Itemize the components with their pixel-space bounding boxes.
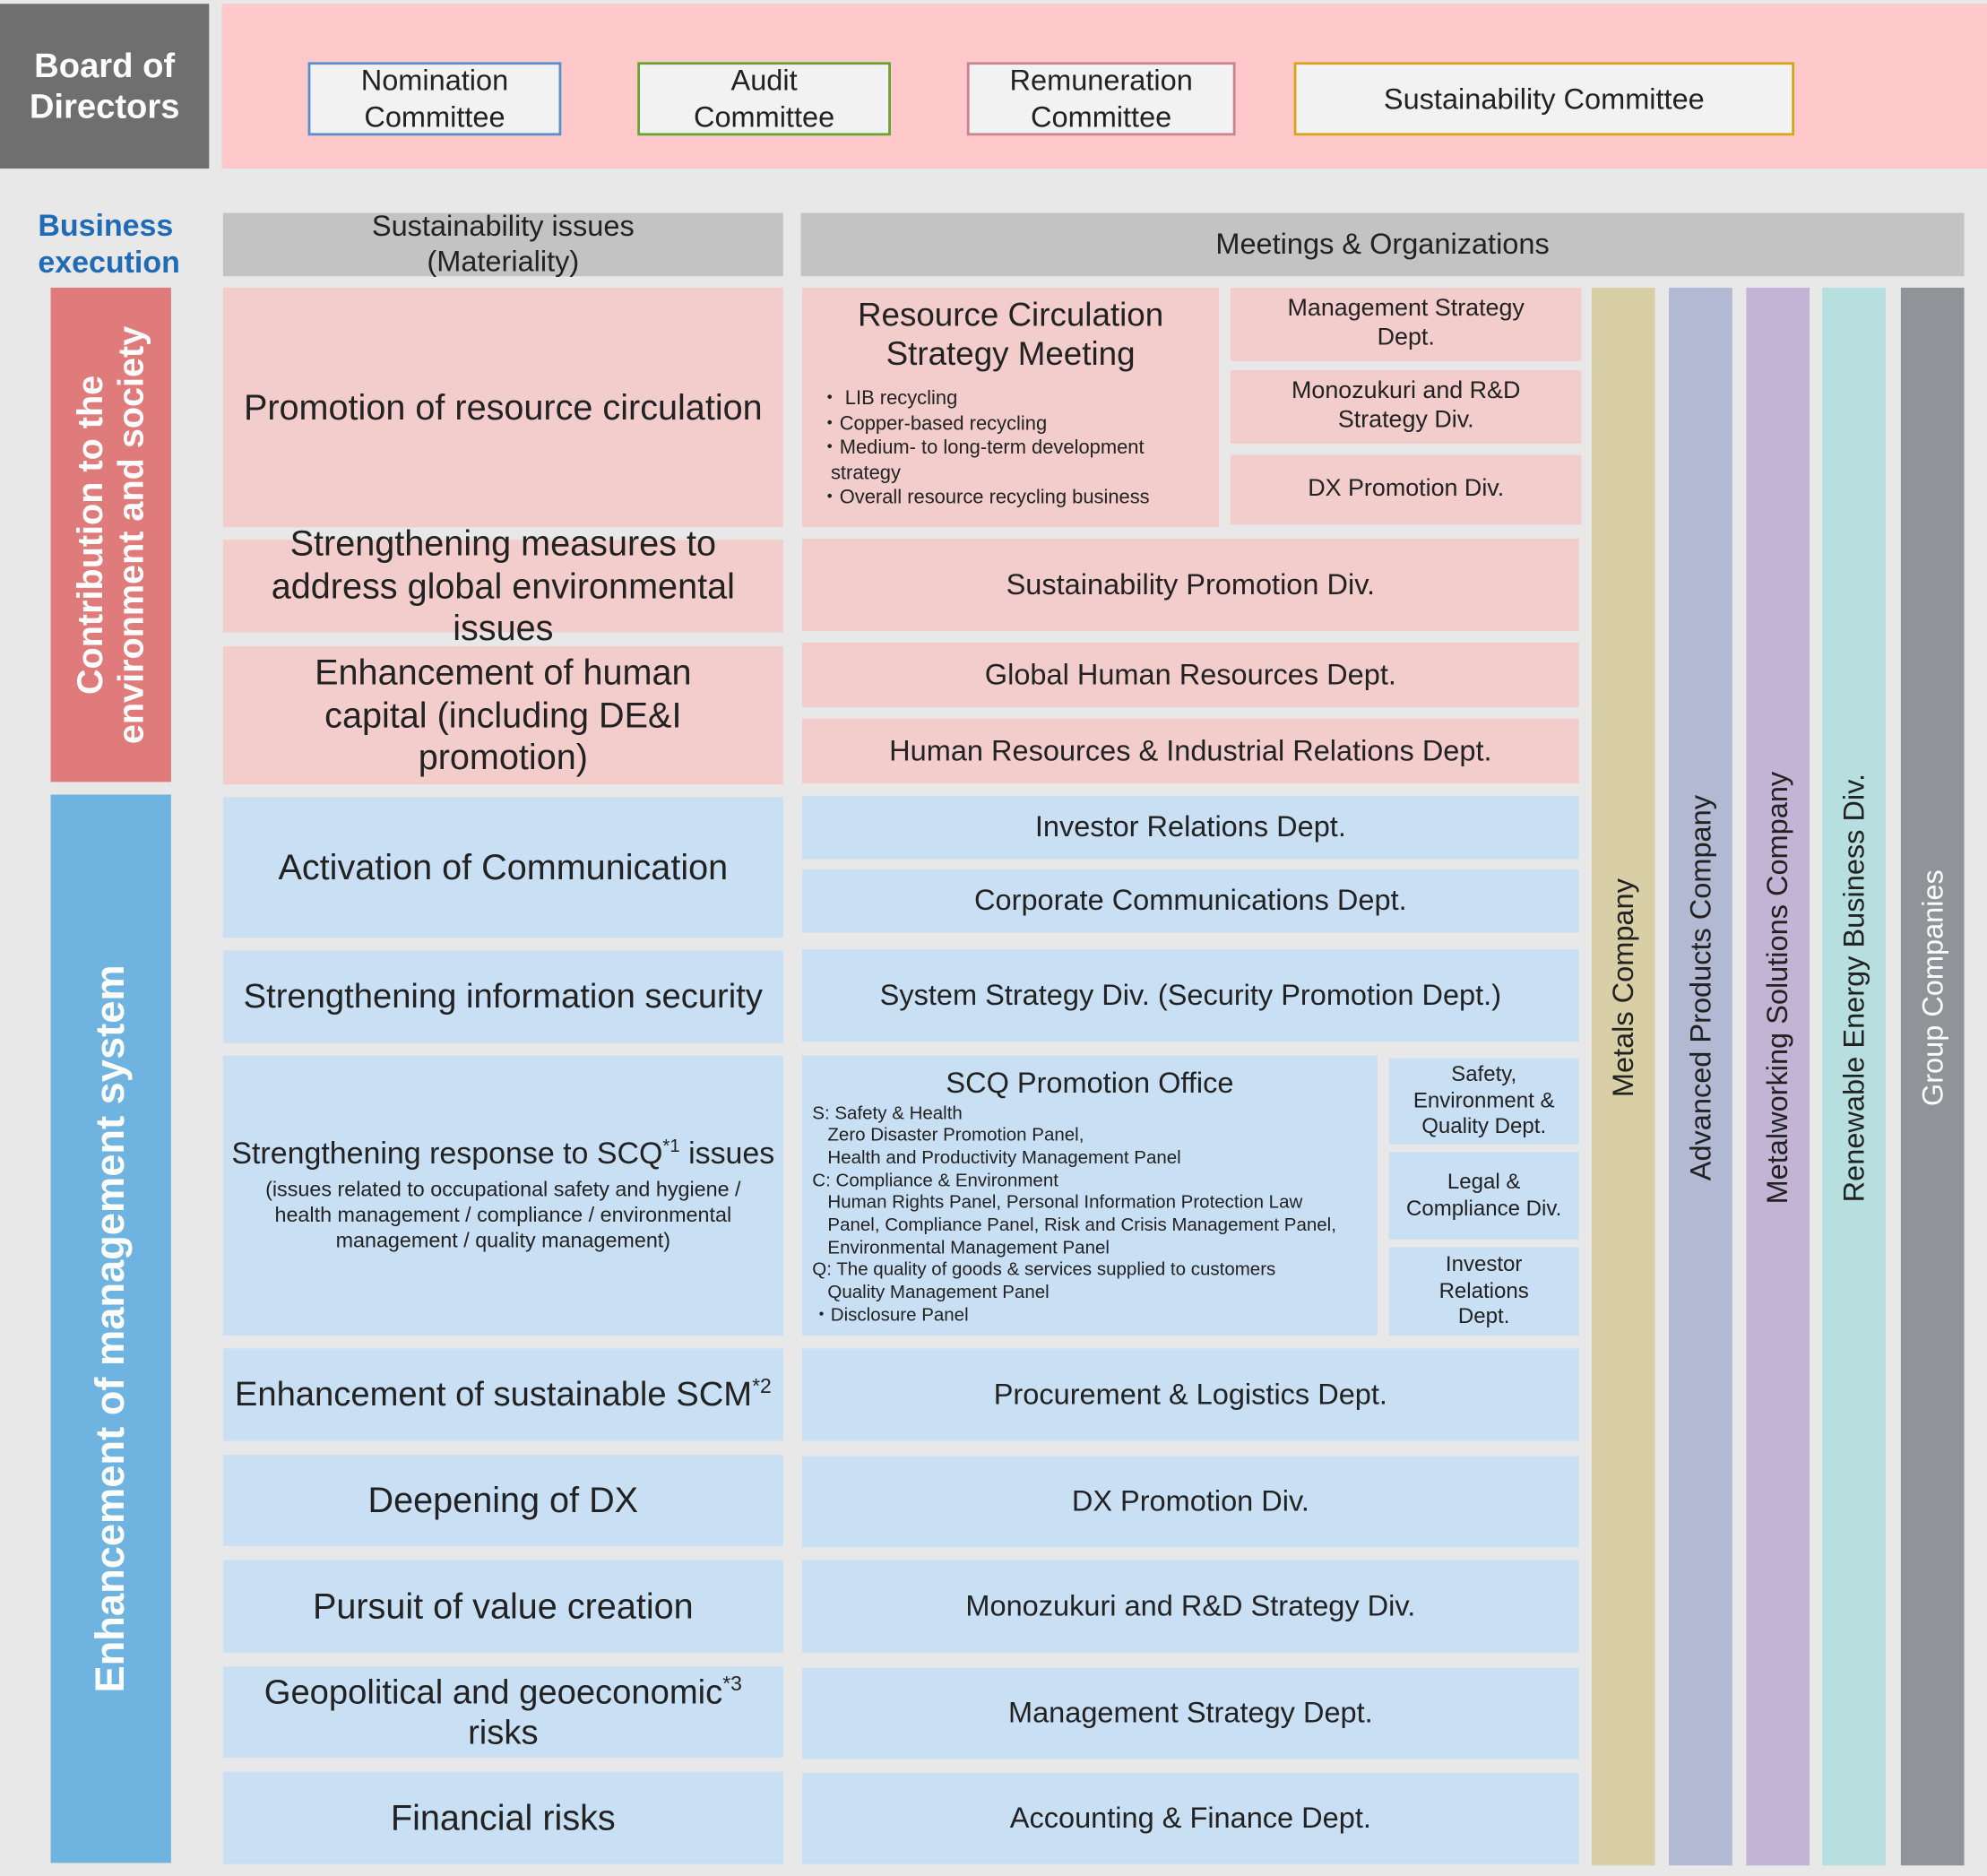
remuneration-committee: Remuneration Committee xyxy=(966,62,1236,136)
org-legal-compliance: Legal & Compliance Div. xyxy=(1388,1152,1579,1240)
org-procurement-logistics: Procurement & Logistics Dept. xyxy=(801,1348,1579,1441)
sustainability-committee: Sustainability Committee xyxy=(1293,62,1795,136)
board-of-directors: Board of Directors xyxy=(0,4,210,169)
org-system-strategy: System Strategy Div. (Security Promotion… xyxy=(801,949,1579,1042)
management-category-bar: Enhancement of management system xyxy=(50,794,171,1863)
org-investor-relations-scq: Investor Relations Dept. xyxy=(1388,1247,1579,1336)
issue-value-creation: Pursuit of value creation xyxy=(222,1560,783,1653)
org-investor-relations: Investor Relations Dept. xyxy=(801,795,1579,860)
org-dx-promotion-div: DX Promotion Div. xyxy=(1230,454,1582,525)
company-advanced-products: Advanced Products Company xyxy=(1669,287,1732,1866)
issue-communication: Activation of Communication xyxy=(222,797,783,938)
scq-promotion-office: SCQ Promotion Office S: Safety & Health … xyxy=(801,1055,1378,1336)
materiality-header: Sustainability issues (Materiality) xyxy=(222,210,783,278)
org-monozukuri-rd: Monozukuri and R&D Strategy Div. xyxy=(801,1560,1579,1653)
org-sustainability-promotion: Sustainability Promotion Div. xyxy=(801,538,1579,632)
audit-committee: Audit Committee xyxy=(637,62,891,136)
org-corporate-communications: Corporate Communications Dept. xyxy=(801,869,1579,933)
org-safety-environment-quality: Safety, Environment & Quality Dept. xyxy=(1388,1058,1579,1145)
org-monozukuri-div: Monozukuri and R&D Strategy Div. xyxy=(1230,369,1582,444)
issue-sustainable-scm: Enhancement of sustainable SCM*2 xyxy=(222,1348,783,1441)
issue-financial-risks: Financial risks xyxy=(222,1771,783,1864)
org-management-strategy-dept: Management Strategy Dept. xyxy=(1230,287,1582,361)
business-execution-label: Business execution xyxy=(38,209,180,281)
org-accounting-finance: Accounting & Finance Dept. xyxy=(801,1773,1579,1864)
meetings-header: Meetings & Organizations xyxy=(800,212,1965,277)
org-management-strategy: Management Strategy Dept. xyxy=(801,1667,1579,1759)
nomination-committee: Nomination Committee xyxy=(307,62,562,136)
issue-scq: Strengthening response to SCQ*1 issues (… xyxy=(222,1055,783,1336)
issue-dx: Deepening of DX xyxy=(222,1455,783,1546)
issue-resource-circulation: Promotion of resource circulation xyxy=(222,287,783,528)
issue-global-environment: Strengthening measures to address global… xyxy=(222,523,783,648)
resource-circulation-meeting: Resource Circulation Strategy Meeting ・ … xyxy=(801,287,1220,528)
org-hr-industrial-relations: Human Resources & Industrial Relations D… xyxy=(801,718,1579,783)
issue-information-security: Strengthening information security xyxy=(222,950,783,1043)
company-renewable-energy: Renewable Energy Business Div. xyxy=(1822,287,1886,1866)
environment-category-bar: Contribution to the environment and socie… xyxy=(50,287,171,782)
company-metals: Metals Company xyxy=(1591,287,1655,1866)
company-metalworking-solutions: Metalworking Solutions Company xyxy=(1746,287,1810,1866)
issue-human-capital: Enhancement of human capital (including … xyxy=(222,646,783,785)
issue-geopolitical-risks: Geopolitical and geoeconomic*3 risks xyxy=(222,1666,783,1759)
org-global-hr: Global Human Resources Dept. xyxy=(801,642,1579,707)
company-group-companies: Group Companies xyxy=(1900,287,1965,1866)
org-dx-promotion: DX Promotion Div. xyxy=(801,1456,1579,1548)
